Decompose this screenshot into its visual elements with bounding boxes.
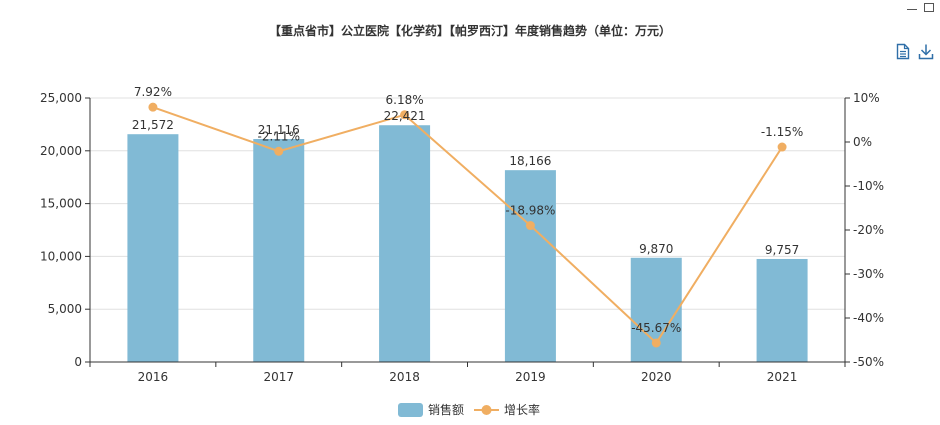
y-right-tick-label: 10% [853,91,880,105]
y-right-tick-label: -10% [853,179,884,193]
growth-rate-line [152,106,783,345]
growth-rate-point[interactable] [274,146,284,156]
bar-value-label: 9,757 [765,243,799,257]
x-tick-label: 2016 [138,370,169,384]
x-tick-label: 2017 [263,370,294,384]
x-tick-label: 2018 [389,370,420,384]
x-tick-label: 2021 [767,370,798,384]
bar[interactable] [504,170,556,362]
y-right-tick-label: -20% [853,223,884,237]
y-right-tick-label: -40% [853,311,884,325]
bar-value-label: 18,166 [509,154,551,168]
growth-rate-point[interactable] [148,102,158,112]
bar-value-label: 9,870 [639,242,673,256]
minimize-icon[interactable] [906,3,918,13]
growth-rate-label: 7.92% [134,85,172,99]
growth-rate-label: -45.67% [631,321,681,335]
maximize-icon[interactable] [924,3,934,12]
bar-value-label: 21,116 [258,123,300,137]
y-left-tick-label: 0 [74,355,82,369]
y-right-tick-label: -30% [853,267,884,281]
legend-label-line: 增长率 [504,402,540,417]
growth-rate-point[interactable] [651,338,661,348]
data-labels: 21,572 21,116 22,421 18,166 9,870 9,757 7.92% -… [132,85,803,335]
growth-rate-point[interactable] [777,142,787,152]
growth-rate-label: 6.18% [386,93,424,107]
legend: 销售额 增长率 [398,402,540,417]
growth-rate-point[interactable] [400,110,410,120]
bar-value-label: 21,572 [132,118,174,132]
bar[interactable] [253,139,305,362]
y-right-tick-label: 0% [853,135,872,149]
legend-item-line[interactable]: 增长率 [474,402,540,417]
data-view-icon[interactable] [896,43,910,60]
growth-line [148,102,787,348]
growth-rate-point[interactable] [525,221,535,231]
bar[interactable] [379,125,431,362]
grid-lines [90,97,845,310]
y-left-tick-label: 10,000 [40,249,82,263]
legend-swatch-bar [398,403,423,417]
x-tick-label: 2020 [641,370,672,384]
legend-swatch-point [481,405,492,415]
growth-rate-label: -18.98% [505,204,555,218]
y-left-tick-label: 5,000 [48,302,82,316]
growth-rate-label: -1.15% [761,125,803,139]
legend-item-bar[interactable]: 销售额 [398,402,464,417]
axes: 0 5,000 10,000 15,000 20,000 25,000 -50% -40% -3… [40,91,884,384]
bar-value-label: 22,421 [384,109,426,123]
y-left-tick-label: 15,000 [40,197,82,211]
bars [127,125,808,362]
y-right-tick-label: -50% [853,355,884,369]
growth-rate-label: -2.11% [258,129,300,143]
bar[interactable] [756,258,808,362]
x-tick-label: 2019 [515,370,546,384]
legend-label-bar: 销售额 [428,402,464,417]
chart-title: 【重点省市】公立医院【化学药】【帕罗西汀】年度销售趋势（单位：万元） [269,23,671,38]
download-icon[interactable] [918,43,934,60]
bar[interactable] [127,134,179,362]
y-left-tick-label: 20,000 [40,144,82,158]
y-left-tick-label: 25,000 [40,91,82,105]
